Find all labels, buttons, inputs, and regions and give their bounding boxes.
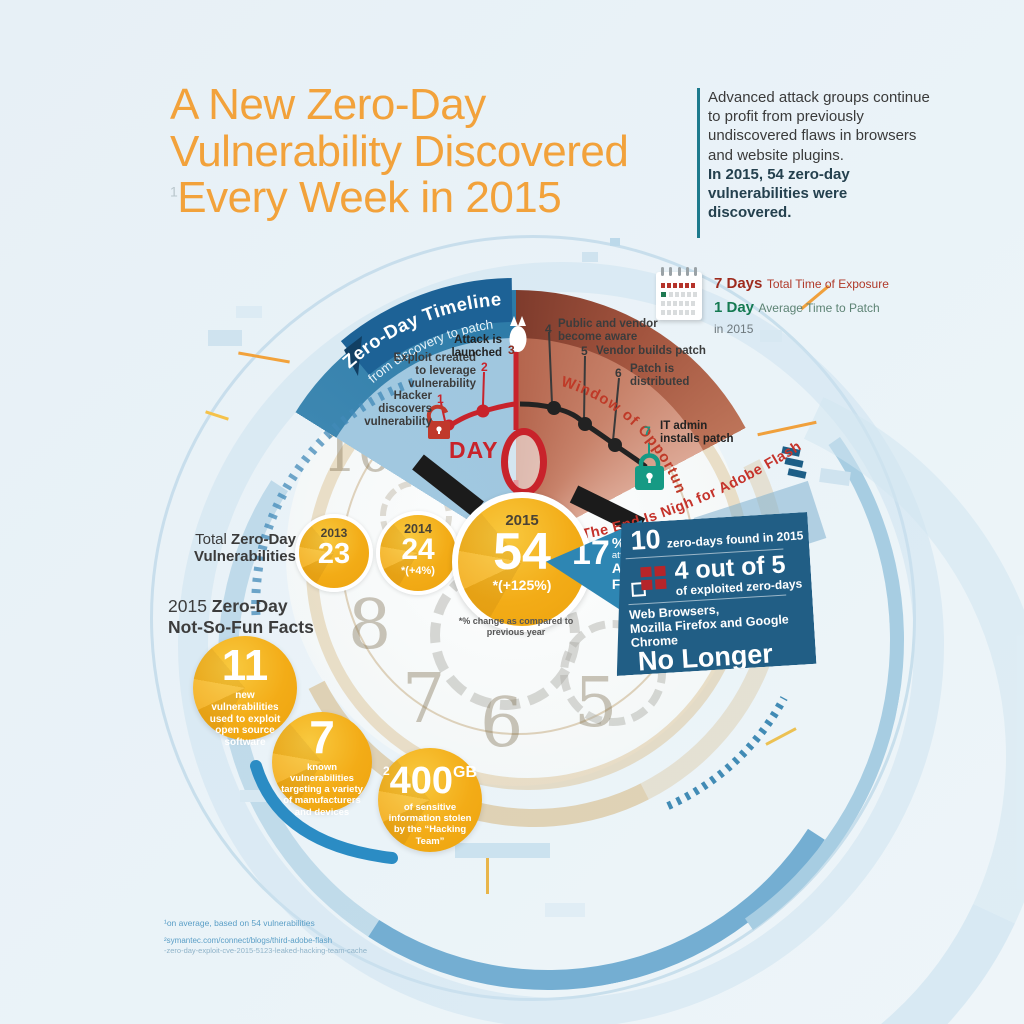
exposure-period: in 2015 bbox=[714, 322, 754, 336]
year-2013-value: 23 bbox=[317, 538, 351, 570]
intro-block: Advanced attack groups continue to profi… bbox=[708, 88, 930, 222]
footnote-1: ¹on average, based on 54 vulnerabilities bbox=[164, 918, 315, 928]
four-of-five-icon bbox=[630, 564, 666, 596]
step-label-6: Patch is distributed bbox=[630, 363, 690, 388]
fact-circle-400gb: 2 400 GB of sensitive information stolen… bbox=[378, 748, 482, 852]
totals-label-regular: Total bbox=[195, 531, 231, 548]
footnote-2-line2: -zero-day-exploit-cve-2015-5123-leaked-h… bbox=[164, 946, 368, 955]
exposure-days-label: Total Time of Exposure bbox=[766, 277, 889, 291]
decor-block bbox=[760, 330, 782, 342]
year-2015-label: 2015 bbox=[505, 512, 539, 529]
intro-divider bbox=[697, 88, 700, 238]
step-label-4: Public and vendor become aware bbox=[558, 318, 658, 343]
year-2014-value: 24 bbox=[401, 533, 435, 566]
decor-block bbox=[240, 790, 266, 802]
fact3-label: of sensitive information stolen by the “… bbox=[388, 802, 472, 847]
decor-block bbox=[455, 843, 550, 858]
fact3-sup: 2 bbox=[382, 764, 390, 778]
step-label-2: Exploit created to leverage vulnerabilit… bbox=[393, 352, 476, 390]
decor-block bbox=[545, 903, 585, 917]
calendar-red-row bbox=[661, 283, 697, 288]
day-zero-digit: 0 bbox=[501, 428, 547, 496]
year-2015-change: *(+125%) bbox=[492, 576, 552, 593]
year-2014-label: 2014 bbox=[404, 522, 432, 536]
decor-block bbox=[610, 238, 620, 246]
step-num-2: 2 bbox=[481, 360, 488, 374]
step-label-7: IT admin installs patch bbox=[660, 420, 734, 445]
title-footnote-marker: 1 bbox=[170, 183, 178, 200]
exposure-day-value: 1 Day bbox=[714, 299, 755, 316]
title-line-1: A New Zero-Day bbox=[170, 80, 486, 129]
day-zero-value: 0 bbox=[508, 435, 509, 436]
step-label-1: Hacker discovers vulnerability bbox=[364, 390, 432, 428]
facts-heading-regular: 2015 bbox=[168, 596, 212, 616]
totals-label-line2: Vulnerabilities bbox=[194, 548, 296, 566]
stats-panel: 10 zero-days found in 2015 4 out of 5 of… bbox=[608, 512, 817, 676]
step-num-1: 1 bbox=[437, 392, 444, 406]
fact2-label: known vulnerabilities targeting a variet… bbox=[281, 761, 363, 818]
step-label-3: Attack is launched bbox=[451, 334, 502, 359]
decor-block bbox=[208, 330, 242, 346]
year-circle-2014: 2014 24 *(+4%) bbox=[376, 511, 460, 595]
step-num-3: 3 bbox=[508, 343, 515, 357]
facts-heading-bold: Zero-Day bbox=[211, 596, 288, 616]
intro-text: Advanced attack groups continue to profi… bbox=[708, 89, 930, 164]
footnote-2-line1: ²symantec.com/connect/blogs/third-adobe-… bbox=[164, 936, 333, 945]
calendar-green-cell bbox=[661, 292, 666, 297]
decor-block bbox=[236, 306, 262, 318]
fact-circle-7: 7 known vulnerabilities targeting a vari… bbox=[272, 711, 372, 818]
step-num-6: 6 bbox=[615, 366, 622, 380]
fact2-value: 7 bbox=[309, 711, 335, 763]
title-line-2: Vulnerability Discovered bbox=[170, 126, 629, 176]
exposure-day-label: Average Time to Patch bbox=[758, 301, 880, 315]
change-note: *% change as compared to previous year bbox=[458, 616, 574, 638]
fact3-unit: GB bbox=[453, 764, 478, 781]
year-2014-change: *(+4%) bbox=[401, 564, 435, 577]
exposure-days-value: 7 Days bbox=[714, 275, 763, 292]
fact3-value: 400 bbox=[389, 760, 454, 802]
intro-bold: In 2015, 54 zero-day vulnerabilities wer… bbox=[708, 165, 850, 222]
stat1-label: zero-days found in 2015 bbox=[666, 528, 804, 551]
totals-label: Total Zero-Day Vulnerabilities bbox=[150, 531, 296, 566]
calendar-icon bbox=[656, 267, 702, 320]
step-label-5: Vendor builds patch bbox=[596, 345, 706, 357]
fact-circle-11: 11 new vulnerabilities used to exploit o… bbox=[193, 636, 297, 748]
step-num-7: 7 bbox=[644, 424, 651, 438]
year-circle-2013: 2013 23 bbox=[295, 514, 373, 592]
day-zero-word: DAY bbox=[449, 437, 499, 463]
totals-label-bold: Zero-Day bbox=[230, 531, 296, 548]
year-2013-label: 2013 bbox=[320, 526, 348, 540]
step-num-5: 5 bbox=[581, 344, 588, 358]
step-num-4: 4 bbox=[545, 322, 552, 336]
year-2015-value: 54 bbox=[493, 523, 551, 581]
fact1-value: 11 bbox=[221, 641, 269, 690]
exposure-block: 7 Days Total Time of Exposure 1 Day Aver… bbox=[714, 272, 889, 338]
decor-orange-line bbox=[486, 858, 489, 894]
fact1-label: new vulnerabilities used to exploit open… bbox=[209, 690, 281, 749]
facts-heading-line2: Not-So-Fun Facts bbox=[168, 616, 314, 637]
title-line-3: Every Week in 2015 bbox=[177, 173, 562, 223]
page-title: A New Zero-Day Vulnerability Discovered … bbox=[170, 80, 629, 223]
stat1-value: 10 bbox=[629, 524, 662, 556]
decor-block bbox=[582, 252, 598, 262]
facts-heading: 2015 Zero-Day Not-So-Fun Facts bbox=[168, 596, 314, 637]
